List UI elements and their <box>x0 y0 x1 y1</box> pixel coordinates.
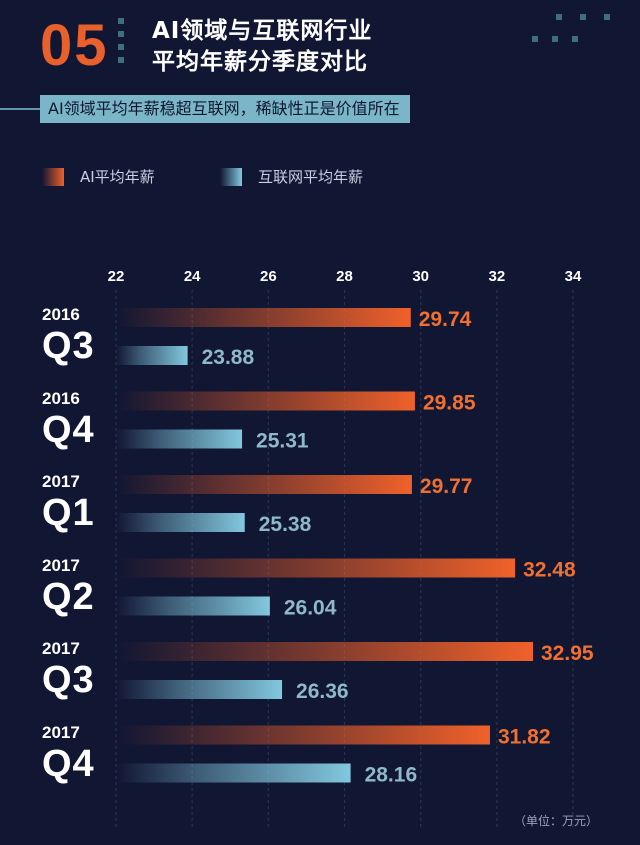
bar-ai <box>116 725 490 745</box>
separator-dots <box>118 18 126 70</box>
category-quarter: Q4 <box>42 742 95 785</box>
subtitle: AI领域平均年薪稳超互联网，稀缺性正是价值所在 <box>40 95 410 123</box>
data-label-ai: 29.77 <box>420 475 473 498</box>
bar-internet <box>116 346 188 365</box>
data-label-internet: 25.38 <box>259 513 312 536</box>
bar-ai <box>116 475 412 494</box>
data-label-internet: 26.36 <box>296 680 349 703</box>
x-tick-label: 24 <box>184 268 201 285</box>
category-year: 2017 <box>42 472 80 491</box>
x-tick-label: 26 <box>260 268 277 285</box>
x-tick-label: 22 <box>108 268 125 285</box>
legend-swatch-ai <box>42 168 64 186</box>
bar-ai <box>116 391 415 411</box>
data-label-ai: 29.85 <box>423 392 476 415</box>
legend-swatch-internet <box>220 168 242 186</box>
bar-ai <box>116 308 411 327</box>
data-label-ai: 32.48 <box>523 559 576 582</box>
bar-internet <box>116 596 270 616</box>
x-tick-label: 32 <box>488 268 505 285</box>
legend-label-ai: AI平均年薪 <box>80 168 155 186</box>
data-label-ai: 32.95 <box>541 642 594 665</box>
category-year: 2017 <box>42 722 80 742</box>
bar-ai <box>116 642 534 661</box>
data-label-internet: 23.88 <box>202 346 255 369</box>
category-year: 2016 <box>42 305 80 324</box>
data-label-ai: 31.82 <box>498 726 551 749</box>
category-year: 2016 <box>42 388 80 408</box>
decorative-dots <box>532 14 612 48</box>
bar-internet <box>116 680 283 699</box>
category-year: 2017 <box>42 555 80 575</box>
data-label-internet: 28.16 <box>365 764 418 787</box>
x-tick-label: 28 <box>336 268 353 285</box>
section-number: 05 <box>40 13 109 78</box>
data-label-ai: 29.74 <box>419 308 472 331</box>
category-quarter: Q2 <box>42 575 95 618</box>
bar-internet <box>116 763 351 783</box>
x-tick-label: 30 <box>412 268 429 285</box>
bar-ai <box>116 558 516 578</box>
category-quarter: Q4 <box>42 408 95 451</box>
subtitle-line <box>0 108 40 110</box>
x-tick-label: 34 <box>565 268 582 285</box>
category-quarter: Q1 <box>42 492 95 534</box>
legend-label-internet: 互联网平均年薪 <box>258 168 364 186</box>
page-title: AI领域与互联网行业 平均年薪分季度对比 <box>152 16 372 78</box>
data-label-internet: 26.04 <box>284 597 337 620</box>
category-quarter: Q3 <box>42 659 95 701</box>
unit-label: （单位：万元） <box>513 814 598 828</box>
title-line-1: AI领域与互联网行业 <box>152 18 373 44</box>
category-quarter: Q3 <box>42 325 95 367</box>
bar-internet <box>116 429 243 449</box>
title-line-2: 平均年薪分季度对比 <box>152 49 368 75</box>
category-year: 2017 <box>42 639 80 658</box>
data-label-internet: 25.31 <box>256 430 309 453</box>
bar-internet <box>116 513 245 532</box>
